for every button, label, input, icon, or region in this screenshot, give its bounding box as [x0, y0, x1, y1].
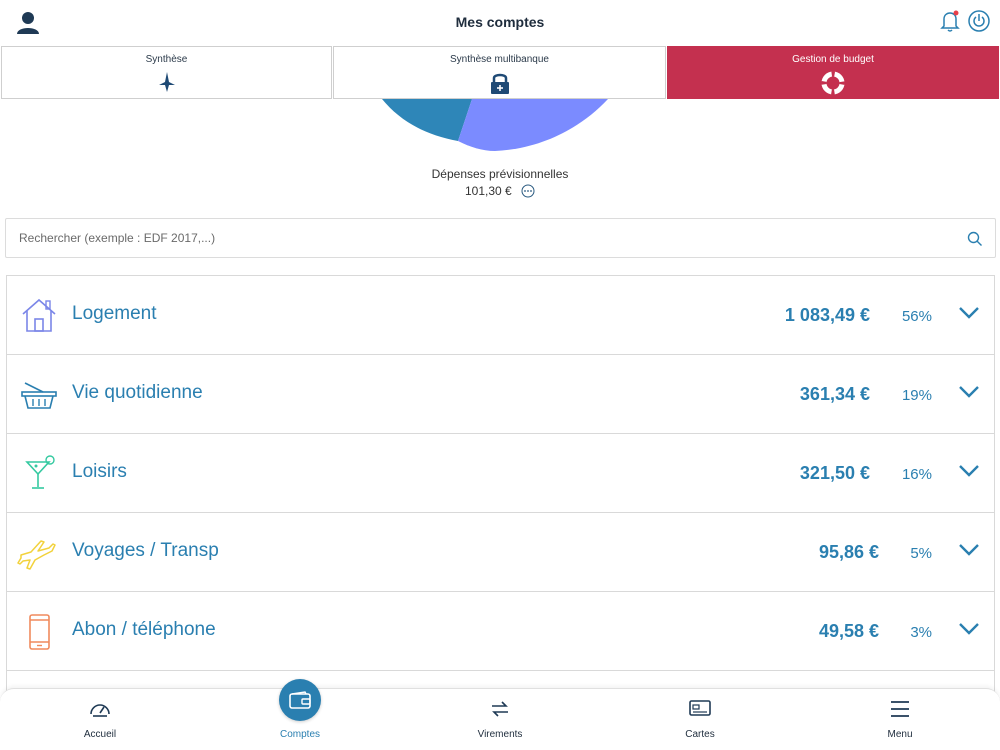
app-header: Mes comptes: [0, 0, 1000, 46]
wallet-icon: [289, 691, 311, 709]
category-percent: 3%: [910, 624, 932, 641]
search-bar: [5, 218, 996, 258]
active-nav-bubble: [279, 679, 321, 721]
pie-value: 101,30 €: [464, 184, 512, 198]
category-row-voyages[interactable]: Voyages / Transp 95,86 € 5%: [6, 512, 995, 591]
plane-icon: [17, 540, 56, 570]
pie-slice-violet: [458, 99, 608, 151]
category-amount: 49,58 €: [818, 621, 879, 641]
cocktail-icon: [25, 455, 55, 489]
category-amount: 1 083,49 €: [784, 305, 870, 325]
category-name: Vie quotidienne: [72, 382, 203, 403]
nav-label: Accueil: [83, 729, 117, 740]
top-tabs: Synthèse Synthèse multibanque Gestion de…: [0, 46, 1000, 99]
user-icon[interactable]: [15, 10, 41, 36]
page-title: Mes comptes: [455, 14, 545, 30]
tab-label: Synthèse multibanque: [450, 54, 549, 65]
tab-synthese-multibanque[interactable]: Synthèse multibanque: [333, 46, 666, 99]
nav-label: Comptes: [279, 729, 320, 740]
bell-icon[interactable]: [937, 8, 963, 34]
expense-pie-chart: [382, 99, 608, 151]
category-row-vie-quotidienne[interactable]: Vie quotidienne 361,34 € 19%: [6, 354, 995, 433]
power-icon[interactable]: [966, 8, 992, 34]
tab-synthese[interactable]: Synthèse: [1, 46, 332, 99]
nav-label: Menu: [887, 729, 913, 740]
nav-virements[interactable]: Virements: [400, 689, 600, 750]
search-icon[interactable]: [967, 231, 983, 247]
category-percent: 19%: [901, 387, 932, 404]
category-name: Loisirs: [72, 461, 127, 482]
category-row-abon-telephone[interactable]: Abon / téléphone 49,58 € 3%: [6, 591, 995, 670]
card-icon: [689, 700, 711, 716]
tab-gestion-budget[interactable]: Gestion de budget: [667, 46, 999, 99]
category-row-logement[interactable]: Logement 1 083,49 € 56%: [6, 275, 995, 354]
category-amount: 95,86 €: [818, 542, 879, 562]
phone-icon: [29, 614, 50, 650]
chevron-down-icon[interactable]: [958, 622, 980, 636]
category-name: Abon / téléphone: [72, 619, 216, 640]
bottom-nav: Accueil Comptes Virements Cartes: [0, 679, 1000, 750]
nav-label: Virements: [477, 729, 523, 740]
basket-icon: [21, 382, 57, 409]
nav-menu[interactable]: Menu: [800, 689, 1000, 750]
category-percent: 5%: [910, 545, 932, 562]
nav-accueil[interactable]: Accueil: [0, 689, 200, 750]
nav-comptes[interactable]: Comptes: [200, 679, 400, 750]
pie-caption: Dépenses prévisionnelles: [431, 167, 569, 181]
lifebuoy-icon: [821, 71, 845, 95]
chevron-down-icon[interactable]: [958, 543, 980, 557]
transfer-icon: [492, 701, 508, 717]
more-options-icon[interactable]: [521, 184, 535, 198]
category-amount: 321,50 €: [799, 463, 870, 483]
tab-label: Gestion de budget: [792, 54, 874, 65]
pie-slice-blue: [382, 99, 472, 141]
nav-cartes[interactable]: Cartes: [600, 689, 800, 750]
chevron-down-icon[interactable]: [958, 385, 980, 399]
budget-category-list: Logement 1 083,49 € 56% Vie quotidienne …: [6, 275, 995, 700]
lock-plus-icon: [490, 73, 509, 94]
star-icon: [158, 72, 175, 92]
speedometer-icon: [90, 704, 110, 717]
category-amount: 361,34 €: [799, 384, 870, 404]
nav-label: Cartes: [685, 729, 715, 740]
category-percent: 56%: [901, 308, 932, 325]
category-name: Voyages / Transp: [72, 540, 219, 561]
category-name: Logement: [72, 303, 157, 324]
house-icon: [22, 298, 56, 332]
hamburger-icon: [891, 701, 909, 717]
chevron-down-icon[interactable]: [958, 464, 980, 478]
category-percent: 16%: [901, 466, 932, 483]
chevron-down-icon[interactable]: [958, 306, 980, 320]
pie-value-row: 101,30 €: [0, 184, 1000, 198]
category-row-loisirs[interactable]: Loisirs 321,50 € 16%: [6, 433, 995, 512]
tab-label: Synthèse: [145, 54, 188, 65]
search-input[interactable]: [6, 219, 906, 257]
